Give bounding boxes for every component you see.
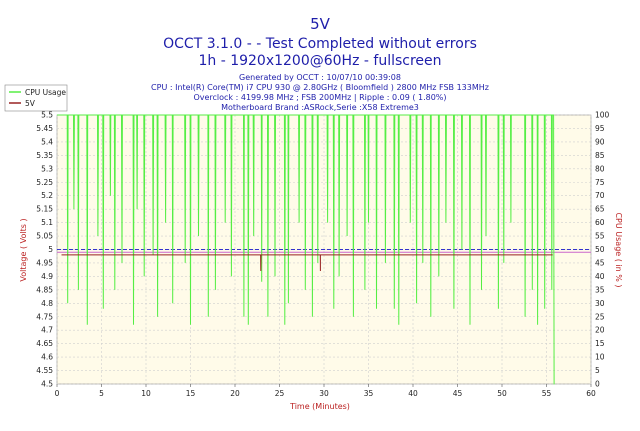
y-left-tick-label: 5.25	[36, 178, 53, 187]
x-tick-label: 10	[141, 389, 151, 398]
y-right-tick-label: 25	[595, 312, 605, 321]
y-right-tick-label: 50	[595, 245, 605, 254]
x-tick-label: 0	[55, 389, 60, 398]
x-tick-label: 5	[99, 389, 104, 398]
info-line-4: Motherboard Brand :ASRock,Serie :X58 Ext…	[221, 103, 419, 112]
y-left-tick-label: 4.55	[36, 366, 53, 375]
chart-title: 5V	[310, 15, 331, 33]
y-right-tick-label: 40	[595, 272, 605, 281]
x-tick-label: 15	[186, 389, 196, 398]
x-tick-label: 45	[453, 389, 463, 398]
y-right-tick-label: 55	[595, 232, 605, 241]
y-right-tick-label: 100	[595, 111, 610, 120]
y-right-tick-label: 30	[595, 299, 605, 308]
y-right-tick-label: 95	[595, 124, 605, 133]
y-right-tick-label: 5	[595, 366, 600, 375]
x-tick-label: 25	[275, 389, 285, 398]
y-left-tick-label: 4.95	[36, 258, 53, 267]
y-right-tick-label: 80	[595, 164, 605, 173]
y-left-tick-label: 5.1	[41, 218, 53, 227]
y-right-tick-label: 15	[595, 339, 605, 348]
y-left-tick-label: 4.9	[41, 272, 53, 281]
x-tick-label: 40	[408, 389, 418, 398]
y-left-tick-label: 4.5	[41, 380, 53, 389]
y-axis-left-label: Voltage ( Volts )	[19, 218, 28, 281]
x-tick-label: 60	[586, 389, 596, 398]
y-right-tick-label: 20	[595, 326, 605, 335]
y-left-tick-label: 5.3	[41, 164, 53, 173]
y-right-tick-label: 65	[595, 205, 605, 214]
y-left-tick-label: 4.75	[36, 312, 53, 321]
y-right-tick-label: 75	[595, 178, 605, 187]
y-right-tick-label: 10	[595, 353, 605, 362]
legend: CPU Usage 5V	[4, 84, 68, 112]
y-right-tick-label: 70	[595, 191, 605, 200]
y-left-tick-label: 5.15	[36, 205, 53, 214]
series-lines	[57, 114, 555, 385]
info-line-1: Generated by OCCT : 10/07/10 00:39:08	[239, 73, 401, 82]
y-right-tick-label: 35	[595, 285, 605, 294]
x-tick-label: 30	[319, 389, 329, 398]
y-right-tick-label: 90	[595, 137, 605, 146]
x-tick-label: 50	[497, 389, 507, 398]
x-tick-label: 35	[364, 389, 374, 398]
y-left-tick-label: 5.4	[41, 137, 53, 146]
y-left-tick-label: 5.05	[36, 232, 53, 241]
info-line-2: CPU : Intel(R) Core(TM) i7 CPU 930 @ 2.8…	[151, 83, 489, 92]
y-left-tick-label: 5.35	[36, 151, 53, 160]
x-axis-label: Time (Minutes)	[289, 402, 350, 411]
reference-lines	[57, 249, 591, 253]
chart-subtitle-2: 1h - 1920x1200@60Hz - fullscreen	[198, 53, 441, 69]
series-line-cpu-usage	[57, 114, 555, 385]
x-tick-label: 20	[230, 389, 240, 398]
y-right-tick-label: 85	[595, 151, 605, 160]
y-left-tick-label: 5.45	[36, 124, 53, 133]
y-right-tick-label: 45	[595, 258, 605, 267]
x-tick-label: 55	[542, 389, 552, 398]
legend-label-cpu: CPU Usage	[25, 88, 66, 97]
y-left-tick-label: 5	[48, 245, 53, 254]
y-left-tick-label: 4.65	[36, 339, 53, 348]
series-line-5v	[61, 254, 553, 272]
y-axis-right-label: CPU Usage ( in % )	[614, 212, 623, 287]
info-line-3: Overclock : 4199.98 MHz ; FSB 200MHz | R…	[193, 93, 446, 102]
y-left-tick-label: 4.85	[36, 285, 53, 294]
y-right-tick-label: 0	[595, 380, 600, 389]
y-left-tick-label: 4.8	[41, 299, 53, 308]
y-left-tick-label: 5.5	[41, 111, 53, 120]
y-right-tick-label: 60	[595, 218, 605, 227]
axis-ticks: 0 5 10 15 20 25 30 35 40 45 50 55 604.54.554.64.654.…	[36, 111, 609, 399]
legend-box	[4, 84, 68, 112]
y-left-tick-label: 4.7	[41, 326, 53, 335]
chart-subtitle-1: OCCT 3.1.0 - - Test Completed without er…	[163, 36, 477, 52]
y-left-tick-label: 4.6	[41, 353, 53, 362]
y-left-tick-label: 5.2	[41, 191, 53, 200]
legend-label-5v: 5V	[25, 99, 36, 108]
